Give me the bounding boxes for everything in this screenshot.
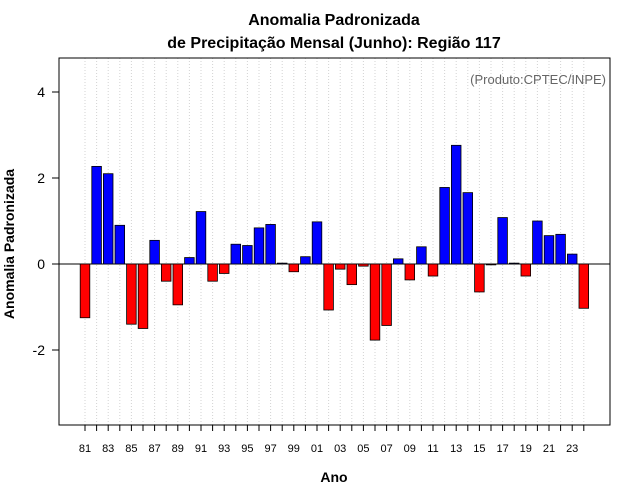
bar-95 <box>242 245 253 265</box>
bar-87 <box>149 239 160 265</box>
bar-99 <box>288 263 300 273</box>
x-tick-label: 95 <box>241 443 253 455</box>
bar-03 <box>334 263 346 270</box>
bar-18 <box>508 262 520 265</box>
source-annotation: (Produto:CPTEC/INPE) <box>470 72 606 87</box>
x-tick-label: 15 <box>473 443 485 455</box>
bar-15 <box>474 263 485 293</box>
bar-85 <box>126 263 137 325</box>
y-axis: -2 0 2 4 <box>33 84 59 358</box>
bar-09 <box>404 263 416 281</box>
bar-94 <box>230 243 242 265</box>
x-tick-label: 97 <box>264 443 276 455</box>
bars <box>79 144 590 341</box>
x-tick-label: 01 <box>311 443 323 455</box>
x-tick-label: 93 <box>218 443 230 455</box>
bar-16 <box>485 263 497 266</box>
x-tick-label: 11 <box>427 443 438 455</box>
bar-97 <box>265 224 276 265</box>
grid-lines <box>84 58 585 425</box>
bar-07 <box>381 263 392 326</box>
bar-12 <box>439 187 450 265</box>
bar-01 <box>311 221 323 265</box>
x-tick-label: 17 <box>496 443 508 455</box>
x-tick-label: 05 <box>357 443 369 455</box>
x-axis-title: Ano <box>320 469 347 485</box>
bar-17 <box>497 217 508 265</box>
y-tick-label: 4 <box>37 84 45 100</box>
bar-22 <box>555 233 566 265</box>
bar-24 <box>578 263 590 309</box>
x-tick-label: 81 <box>79 443 91 455</box>
x-tick-label: 83 <box>102 443 114 455</box>
x-axis: 81 83 85 87 89 91 93 95 97 99 01 03 05 07 09 11 13 15 17 19… <box>79 425 585 455</box>
x-tick-label: 99 <box>288 443 300 455</box>
x-tick-label: 89 <box>172 443 184 455</box>
chart-title-line1: Anomalia Padronizada <box>248 12 420 29</box>
x-tick-label: 85 <box>125 443 137 455</box>
bar-06 <box>369 263 381 341</box>
bar-81 <box>79 263 91 319</box>
bar-82 <box>91 165 102 265</box>
x-tick-label: 13 <box>450 443 462 455</box>
bar-05 <box>358 263 369 267</box>
x-tick-label: 19 <box>520 443 532 455</box>
bar-93 <box>218 263 230 274</box>
x-tick-label: 09 <box>404 443 416 455</box>
chart-title-line2: de Precipitação Mensal (Junho): Região 1… <box>167 35 501 52</box>
bar-21 <box>543 235 555 265</box>
bar-84 <box>114 224 126 265</box>
bar-11 <box>427 263 439 277</box>
bar-98 <box>276 262 288 265</box>
bar-00 <box>300 256 311 265</box>
y-tick-label: 2 <box>37 170 45 186</box>
y-tick-label: -2 <box>33 342 46 358</box>
x-tick-label: 87 <box>148 443 160 455</box>
bar-04 <box>346 263 358 286</box>
bar-20 <box>532 220 543 265</box>
bar-92 <box>207 263 218 282</box>
bar-13 <box>450 144 462 265</box>
bar-08 <box>392 258 404 265</box>
bar-10 <box>416 246 427 265</box>
x-tick-label: 91 <box>195 443 207 455</box>
bar-89 <box>172 263 184 306</box>
bar-83 <box>103 173 114 265</box>
bar-19 <box>520 263 532 277</box>
bar-88 <box>160 263 172 282</box>
bar-23 <box>567 253 578 265</box>
bar-90 <box>184 257 195 265</box>
bar-86 <box>137 263 149 329</box>
y-tick-label: 0 <box>37 256 45 272</box>
bar-02 <box>323 263 334 311</box>
x-tick-label: 21 <box>543 443 555 455</box>
y-axis-title: Anomalia Padronizada <box>1 169 17 319</box>
bar-14 <box>462 192 474 265</box>
plot-frame <box>58 57 611 426</box>
x-tick-label: 07 <box>380 443 392 455</box>
bar-96 <box>253 227 265 265</box>
bar-91 <box>195 211 207 265</box>
x-tick-label: 23 <box>566 443 578 455</box>
x-tick-label: 03 <box>334 443 346 455</box>
